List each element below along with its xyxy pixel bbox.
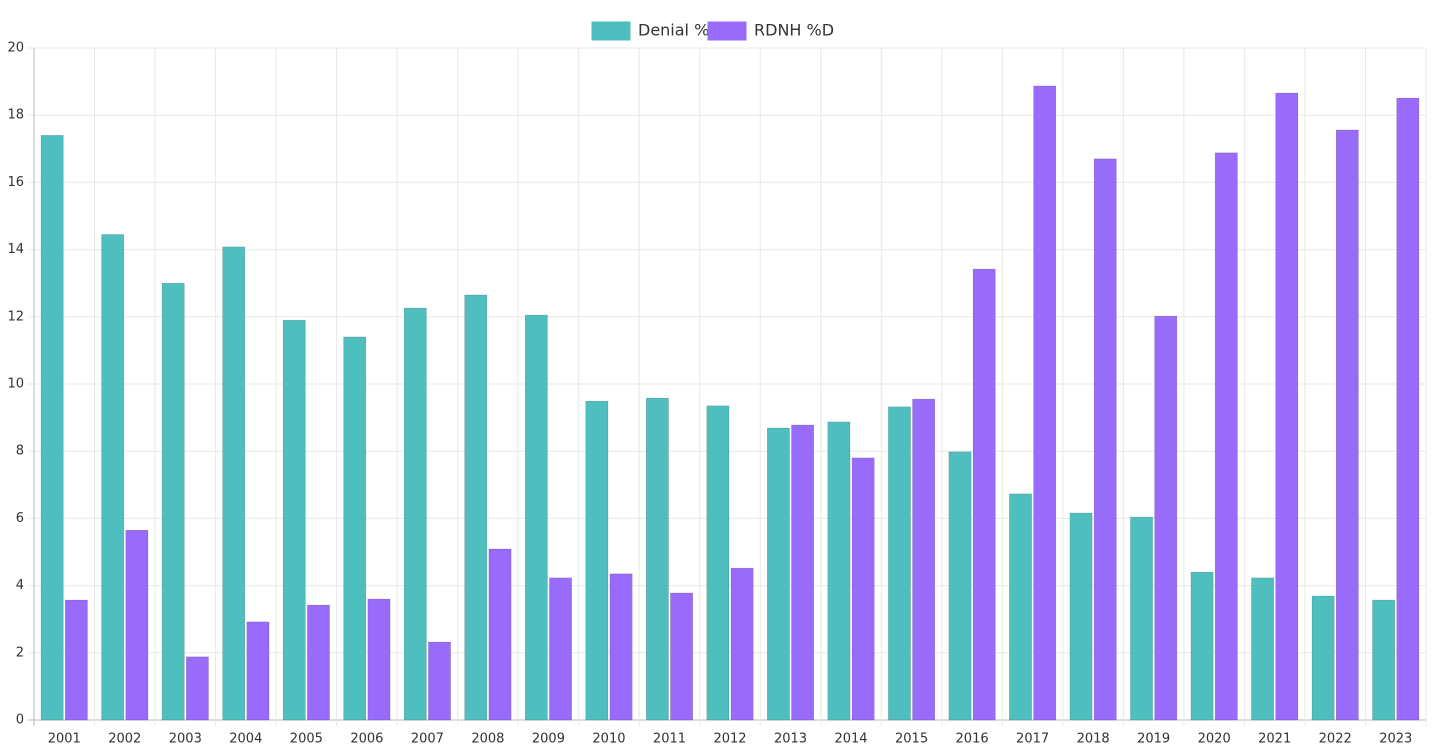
bar [827,421,851,721]
bar [912,398,936,721]
bar [1009,493,1032,721]
bar [1093,158,1117,721]
bar [1069,512,1093,721]
bar [367,598,391,721]
bar [948,451,972,721]
x-tick-label: 2013 [774,732,807,747]
bar [791,424,814,721]
x-tick-label: 2016 [956,732,989,747]
bar [1275,92,1299,721]
x-tick-label: 2012 [713,732,746,747]
x-tick-label: 2006 [350,732,383,747]
y-tick-label: 18 [7,108,24,123]
bar [1372,599,1395,721]
bar [549,577,572,721]
y-tick-label: 6 [16,511,24,526]
x-tick-label: 2003 [169,732,202,747]
bar [730,567,754,721]
bar [972,268,996,721]
bar [1311,595,1335,721]
bar [1396,97,1420,721]
x-tick-label: 2022 [1319,732,1352,747]
y-tick-label: 4 [16,578,24,593]
legend-swatch [591,21,631,41]
bar [186,656,209,721]
bar [1251,577,1274,721]
bar [161,282,185,721]
x-tick-label: 2019 [1137,732,1170,747]
bar [282,319,306,721]
x-tick-label: 2011 [653,732,686,747]
bar [222,246,246,721]
x-tick-label: 2008 [471,732,504,747]
bar [767,427,790,721]
x-tick-label: 2010 [592,732,625,747]
x-tick-label: 2017 [1016,732,1049,747]
bar [40,135,64,721]
x-tick-label: 2023 [1379,732,1412,747]
legend-label: RDNH %D [754,21,834,40]
x-tick-label: 2009 [532,732,565,747]
bar [524,314,548,721]
bar [101,234,125,721]
y-tick-label: 20 [7,41,24,56]
x-tick-label: 2021 [1258,732,1291,747]
y-tick-label: 16 [7,175,24,190]
x-tick-label: 2005 [290,732,323,747]
bar [646,397,669,721]
bar [851,457,875,721]
bar [343,336,367,721]
bar [246,621,270,721]
bar [1154,315,1178,721]
bar [609,573,633,721]
bar [488,548,512,721]
x-tick-label: 2020 [1198,732,1231,747]
bar [464,294,488,721]
bar [307,604,330,721]
bar [125,529,149,721]
y-tick-label: 0 [16,713,24,728]
bar [585,400,609,721]
x-tick-label: 2018 [1077,732,1110,747]
legend-swatch [707,21,747,41]
x-tick-label: 2002 [108,732,141,747]
bar [403,307,427,721]
bar [670,592,693,721]
x-tick-label: 2004 [229,732,262,747]
legend-label: Denial % [638,21,709,40]
bar [1130,516,1153,721]
bar [1214,152,1238,721]
bar [706,405,730,721]
bar [1190,571,1214,721]
bar [428,641,451,721]
x-tick-label: 2001 [48,732,81,747]
bar [65,599,88,721]
y-tick-label: 2 [16,645,24,660]
y-tick-label: 12 [7,309,24,324]
y-tick-label: 14 [7,242,24,257]
x-tick-label: 2015 [895,732,928,747]
x-tick-label: 2014 [834,732,867,747]
bar [1335,129,1359,721]
bar [888,406,911,721]
y-tick-label: 8 [16,444,24,459]
y-tick-label: 10 [7,377,24,392]
bar [1033,85,1057,721]
x-tick-label: 2007 [411,732,444,747]
